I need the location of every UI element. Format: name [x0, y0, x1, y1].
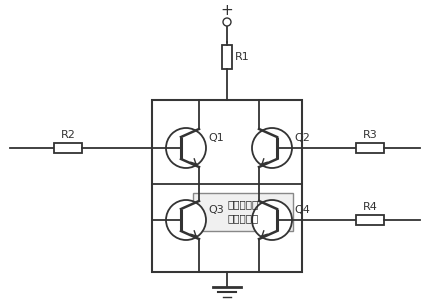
Bar [355, 143, 383, 153]
Bar [222, 45, 231, 69]
Text: R1: R1 [234, 52, 249, 62]
Text: Q4: Q4 [294, 205, 309, 215]
Text: +: + [220, 2, 233, 17]
Text: 一输出开关: 一输出开关 [227, 213, 258, 223]
Circle shape [251, 200, 291, 240]
Text: Q3: Q3 [207, 205, 223, 215]
Bar [152, 100, 301, 272]
Text: R3: R3 [362, 130, 377, 140]
Text: R4: R4 [362, 202, 377, 212]
Bar [54, 143, 82, 153]
Text: 电机式二选: 电机式二选 [227, 199, 258, 209]
Bar [193, 193, 292, 231]
Circle shape [222, 18, 230, 26]
Circle shape [251, 128, 291, 168]
Circle shape [166, 128, 205, 168]
Circle shape [166, 200, 205, 240]
Bar [355, 215, 383, 225]
Text: Q1: Q1 [207, 133, 223, 143]
Text: R2: R2 [60, 130, 75, 140]
Text: Q2: Q2 [294, 133, 309, 143]
